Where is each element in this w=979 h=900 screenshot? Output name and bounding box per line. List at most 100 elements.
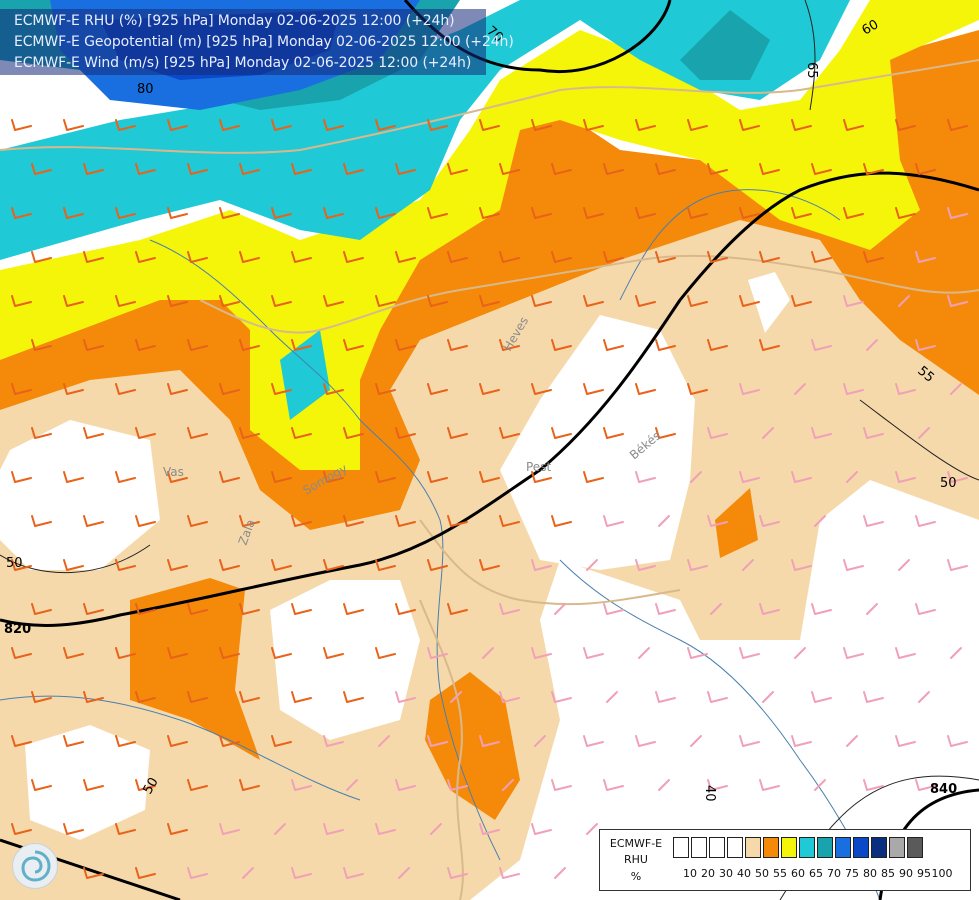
wind-barb-icon [219,823,240,835]
wind-barb-icon [479,295,500,307]
wind-barb-icon [343,427,364,439]
title-geopotential: ECMWF-E Geopotential (m) [925 hPa] Monda… [14,34,514,50]
wind-barb-icon [31,779,52,791]
rh-70-spot [680,10,770,80]
wind-barb-icon [655,339,676,351]
wind-barb-icon [479,207,500,219]
wind-barb-calm-icon [502,779,514,791]
wind-barb-icon [863,251,884,263]
rh-low-north-east [748,272,790,333]
wind-barb-icon [291,163,312,175]
wind-barb-icon [167,735,188,747]
wind-barb-icon [31,339,52,351]
wind-barb-icon [707,515,728,527]
wind-barb-icon [791,559,812,571]
wind-barb-icon [83,867,104,879]
wind-barb-icon [395,163,416,175]
wind-barb-icon [427,383,448,395]
wind-barb-icon [167,471,188,483]
wind-barb-icon [811,251,832,263]
wind-barb-calm-icon [690,735,702,747]
wind-barb-icon [707,779,728,791]
wind-barb-icon [323,471,344,483]
wind-barb-icon [811,427,832,439]
wind-barb-icon [31,691,52,703]
wind-barb-icon [63,295,84,307]
wind-barb-icon [635,119,656,131]
wind-barb-icon [531,471,552,483]
wind-barb-icon [271,471,292,483]
wind-barb-icon [603,251,624,263]
wind-barb-icon [895,735,916,747]
legend-swatch [781,837,797,858]
wind-barb-icon [583,471,604,483]
wind-barb-icon [583,207,604,219]
wind-barbs [11,119,968,879]
rh-50-label: 50 [940,476,957,491]
wind-barb-icon [479,471,500,483]
wind-barb-icon [375,559,396,571]
wind-barb-calm-icon [898,559,910,571]
wind-barb-icon [791,471,812,483]
wind-barb-icon [291,339,312,351]
wind-barb-icon [135,251,156,263]
legend-tick-label: 80 [863,867,877,880]
wind-barb-icon [63,647,84,659]
wind-barb-icon [271,295,292,307]
wind-barb-icon [167,119,188,131]
legend-tick-label: 95 [917,867,931,880]
river-line [559,559,881,900]
wind-barb-icon [863,427,884,439]
wind-barb-icon [271,559,292,571]
wind-barb-icon [375,295,396,307]
wind-barb-icon [31,515,52,527]
legend-unit: % [630,870,642,883]
wind-barb-icon [343,691,364,703]
wind-barb-calm-icon [554,867,566,879]
wind-barb-calm-icon [398,867,410,879]
legend-tick-label: 65 [809,867,823,880]
wind-barb-calm-icon [794,647,806,659]
wind-barb-calm-icon [450,691,462,703]
wind-barb-icon [323,823,344,835]
wind-barb-icon [739,295,760,307]
wind-barb-icon [583,735,604,747]
wind-barb-calm-icon [814,515,826,527]
wind-barb-icon [427,559,448,571]
legend-tick-label: 55 [773,867,787,880]
wind-barb-icon [11,735,32,747]
wind-barb-icon [375,823,396,835]
legend-swatch [763,837,779,858]
wind-barb-icon [187,867,208,879]
geopotential-840-label: 840 [930,782,957,797]
wind-barb-calm-icon [638,647,650,659]
wind-barb-icon [135,603,156,615]
legend-swatch [673,837,689,858]
wind-barb-icon [239,251,260,263]
wind-barb-icon [843,383,864,395]
rivers-and-borders [0,59,979,900]
rh-55-patch-east [715,488,758,558]
rh-low-south [270,580,420,740]
rh-80-label: 80 [137,82,154,97]
legend-swatch [817,837,833,858]
wind-barb-calm-icon [814,779,826,791]
wind-barb-icon [915,251,936,263]
wind-barb-icon [583,295,604,307]
wind-barb-icon [291,691,312,703]
wind-barb-icon [707,339,728,351]
wind-barb-icon [791,735,812,747]
legend-swatch [691,837,707,858]
wind-barb-icon [63,207,84,219]
legend-model: ECMWF-E [609,837,663,850]
map-title-box: ECMWF-E RHU (%) [925 hPa] Monday 02-06-2… [0,9,514,75]
wind-barb-icon [551,515,572,527]
wind-barb-icon [479,559,500,571]
color-legend: ECMWF-E RHU % 10 20 30 40 50 55 60 65 70 75 80 85 90… [599,829,971,891]
wind-barb-icon [375,647,396,659]
wind-barb-icon [655,603,676,615]
wind-barb-icon [239,603,260,615]
legend-swatch [745,837,761,858]
wind-barb-calm-icon [534,735,546,747]
